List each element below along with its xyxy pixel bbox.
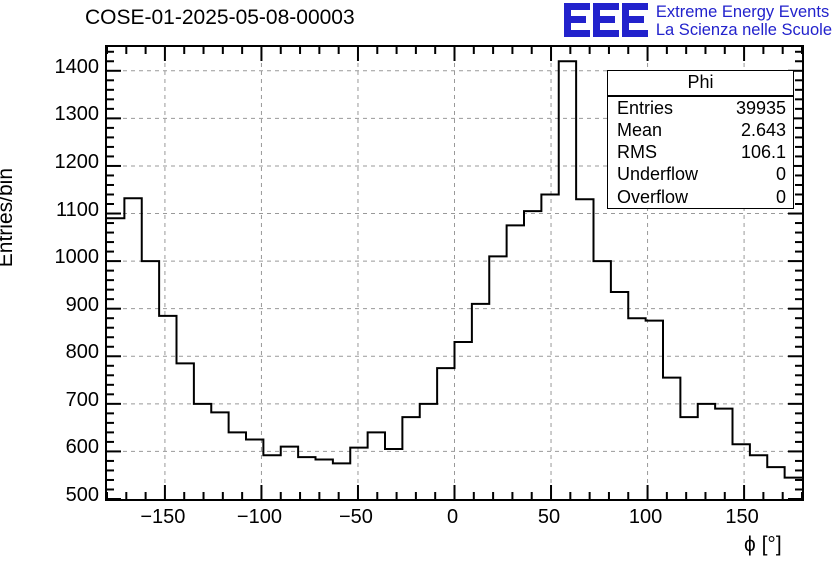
logo-line-2: La Scienza nelle Scuole bbox=[655, 21, 832, 40]
x-tick-label: 50 bbox=[537, 506, 561, 528]
stats-title: Phi bbox=[608, 71, 793, 97]
logo-line-1: Extreme Energy Events bbox=[655, 3, 830, 21]
stats-value: 2.643 bbox=[740, 120, 786, 141]
stats-value: 106.1 bbox=[740, 142, 786, 163]
page-title: COSE-01-2025-05-08-00003 bbox=[85, 6, 355, 29]
stats-value: 0 bbox=[775, 164, 786, 185]
y-tick-label: 1200 bbox=[54, 150, 100, 173]
x-tick-label: 0 bbox=[446, 506, 459, 528]
stats-key: RMS bbox=[617, 142, 657, 163]
y-tick-label: 700 bbox=[65, 388, 99, 411]
axis-ticks bbox=[107, 47, 802, 499]
x-tick-label: 150 bbox=[725, 506, 759, 528]
y-tick-label: 1000 bbox=[54, 246, 100, 269]
stats-row: RMS 106.1 bbox=[608, 141, 793, 163]
y-tick-label: 1300 bbox=[54, 103, 100, 126]
x-axis-tick-labels: −150 −100 −50 0 50 100 150 bbox=[0, 506, 836, 536]
x-axis-label: ϕ [°] bbox=[744, 533, 782, 556]
stats-key: Entries bbox=[617, 98, 674, 118]
stats-box: Phi Entries 39935 Mean 2.643 RMS 106.1 Underfl… bbox=[607, 70, 794, 209]
y-tick-label: 1400 bbox=[54, 55, 100, 78]
x-tick-label: −100 bbox=[236, 506, 282, 528]
stats-key: Underflow bbox=[617, 164, 699, 185]
y-tick-label: 1100 bbox=[55, 198, 99, 221]
x-tick-label: 100 bbox=[628, 506, 663, 528]
stats-row: Underflow 0 bbox=[608, 163, 793, 185]
stats-value: 0 bbox=[775, 186, 786, 207]
logo-letter-e-icon bbox=[621, 3, 648, 37]
logo-text: Extreme Energy Events La Scienza nelle S… bbox=[656, 2, 832, 40]
histogram-outline bbox=[107, 60, 802, 479]
stats-value: 39935 bbox=[735, 98, 786, 118]
logo-letter-e-icon bbox=[563, 3, 590, 37]
y-axis-tick-labels: 500 600 700 800 900 1000 1100 1200 1300 1400 bbox=[0, 0, 100, 572]
stats-rows: Entries 39935 Mean 2.643 RMS 106.1 Underflow 0 O… bbox=[608, 97, 793, 208]
y-tick-label: 900 bbox=[65, 293, 99, 316]
eee-mark-icon bbox=[563, 2, 648, 37]
logo-letter-e-icon bbox=[592, 3, 619, 37]
stats-key: Overflow bbox=[617, 186, 689, 207]
y-tick-label: 500 bbox=[65, 484, 99, 506]
stats-row: Overflow 0 bbox=[608, 186, 793, 208]
y-tick-label: 600 bbox=[65, 436, 99, 459]
x-tick-label: −50 bbox=[339, 506, 373, 528]
y-tick-label: 800 bbox=[65, 341, 99, 364]
stats-row: Mean 2.643 bbox=[608, 119, 793, 141]
stats-row: Entries 39935 bbox=[608, 97, 793, 119]
eee-logo: Extreme Energy Events La Scienza nelle S… bbox=[563, 2, 832, 40]
stats-key: Mean bbox=[617, 120, 663, 141]
x-tick-label: −150 bbox=[140, 506, 186, 528]
